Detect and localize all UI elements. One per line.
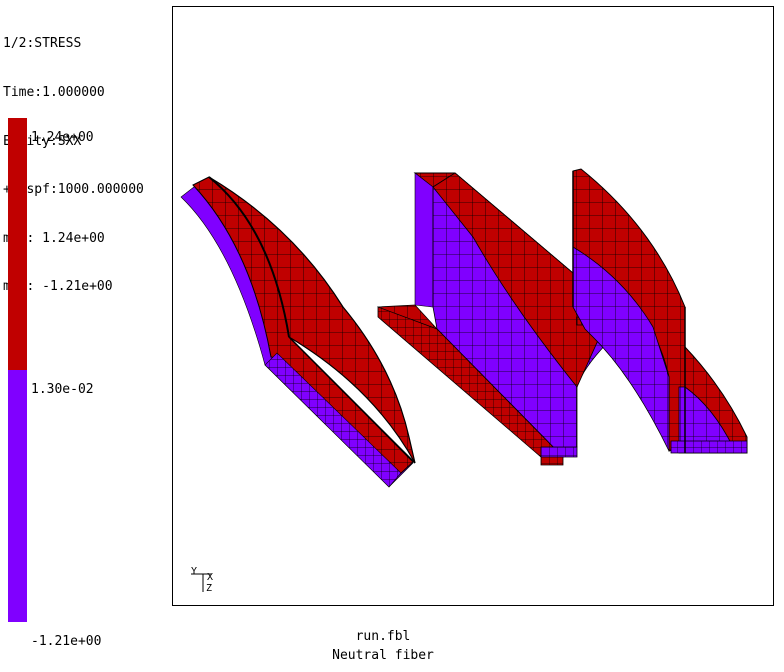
axis-triad: Y X Z <box>191 566 213 594</box>
file-name: run.fbl <box>355 629 411 644</box>
curved-plate-part <box>180 176 416 488</box>
time-readout: Time:1.000000 <box>3 85 105 100</box>
legend-high-band <box>8 118 27 370</box>
model-render[interactable]: Y X Z <box>173 7 774 606</box>
triad-y-label: Y <box>191 566 197 577</box>
triad-x-label: X <box>207 572 213 583</box>
color-legend-bar <box>8 118 27 622</box>
legend-max-label: 1.24e+00 <box>31 130 94 145</box>
legend-mid-label: 1.30e-02 <box>31 382 94 397</box>
view-caption: Neutral fiber <box>332 648 434 663</box>
triad-z-label: Z <box>206 583 212 594</box>
l-profile-part <box>377 172 625 466</box>
displacement-factor: +Dispf:1000.000000 <box>3 182 144 198</box>
legend-min-label: -1.21e+00 <box>31 634 102 649</box>
curved-channel-part <box>572 168 748 454</box>
graphics-viewport[interactable]: Y X Z <box>172 6 774 606</box>
result-title: 1/2:STRESS <box>3 36 82 52</box>
legend-low-band <box>8 370 27 622</box>
